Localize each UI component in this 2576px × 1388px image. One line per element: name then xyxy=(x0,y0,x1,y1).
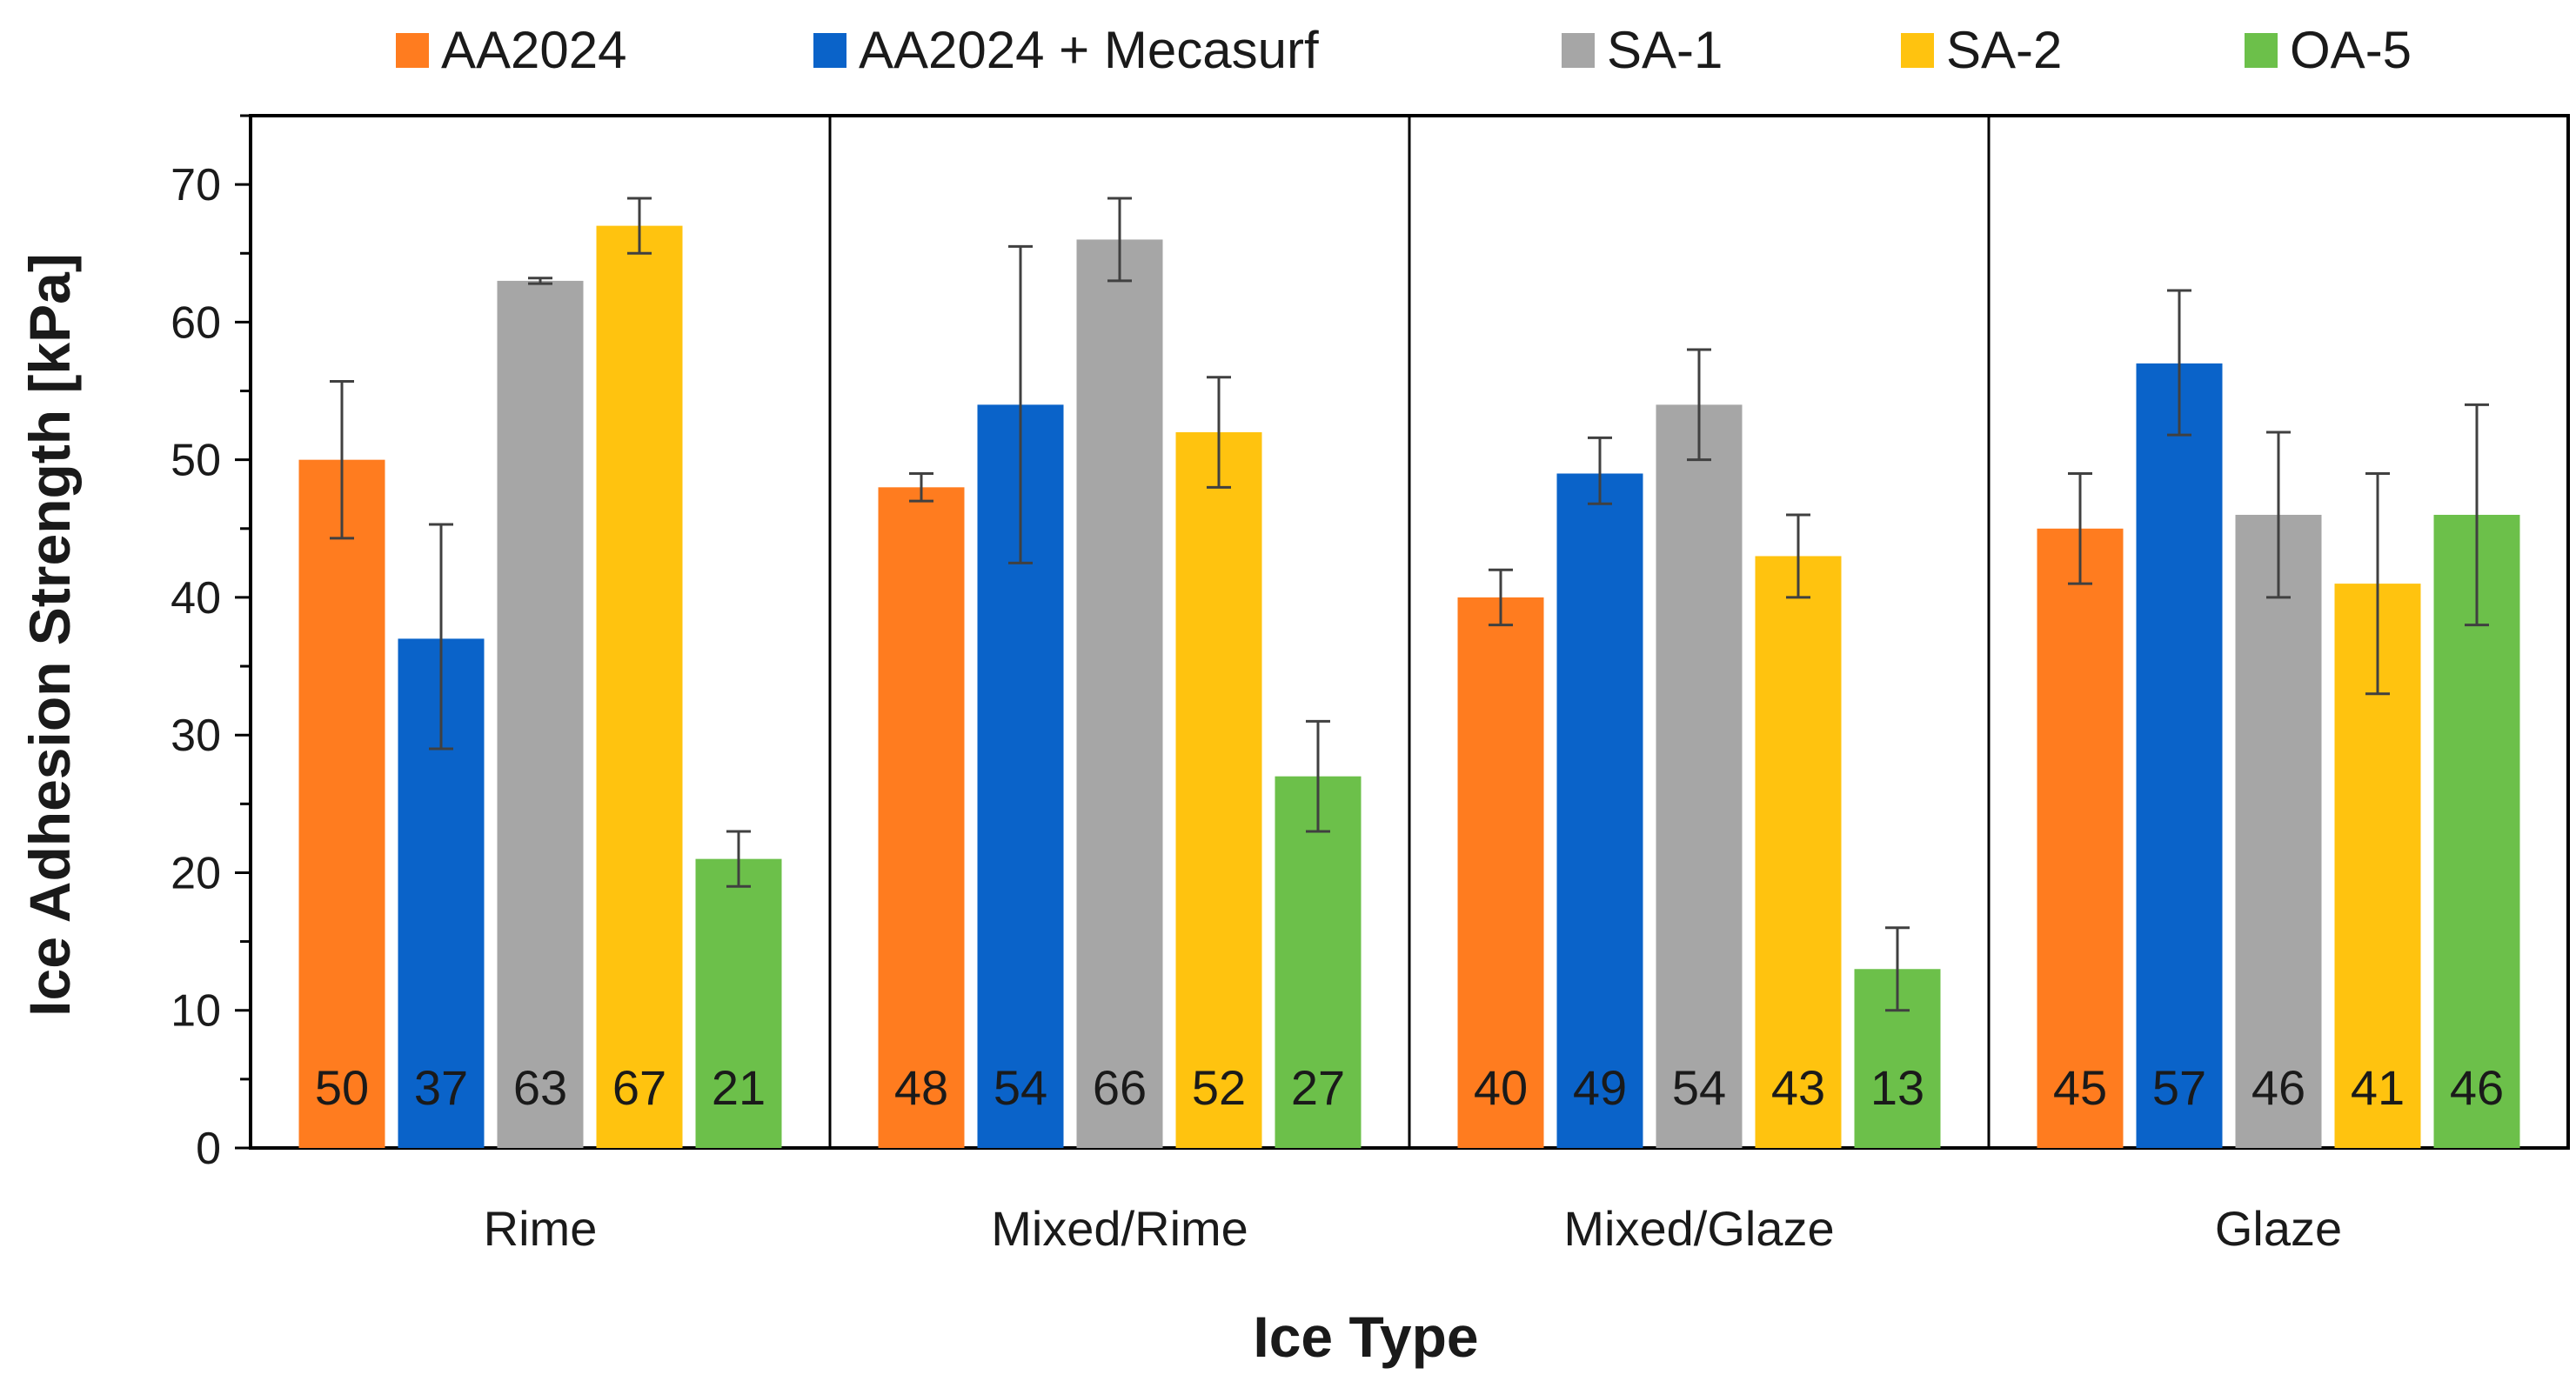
x-category-label: Mixed/Rime xyxy=(991,1201,1248,1256)
bar-value-label: 50 xyxy=(315,1060,369,1115)
x-category-label: Glaze xyxy=(2215,1201,2342,1256)
bar-value-label: 45 xyxy=(2053,1060,2107,1115)
bar xyxy=(596,225,683,1149)
legend-label: OA-5 xyxy=(2290,21,2412,79)
bar-value-label: 48 xyxy=(894,1060,948,1115)
bar-value-label: 57 xyxy=(2152,1060,2206,1115)
axes: 0 10 20 30 40 50 60 70 xyxy=(171,114,2570,1174)
bar-value-label: 13 xyxy=(1870,1060,1924,1115)
legend-swatch xyxy=(2245,33,2278,68)
legend-label: AA2024 + Mecasurf xyxy=(859,21,1319,79)
bar xyxy=(1656,404,1743,1148)
bar xyxy=(497,280,584,1148)
legend: AA2024 AA2024 + Mecasurf SA-1 SA-2 OA-5 xyxy=(396,21,2412,79)
legend-label: SA-2 xyxy=(1946,21,2062,79)
legend-label: SA-1 xyxy=(1607,21,1723,79)
legend-swatch xyxy=(1901,33,1934,68)
error-bars xyxy=(330,197,2489,1012)
y-tick-label: 50 xyxy=(171,436,221,486)
legend-swatch xyxy=(396,33,429,68)
bar-value-label: 63 xyxy=(513,1060,567,1115)
bar xyxy=(1755,556,1842,1148)
legend-item: OA-5 xyxy=(2245,21,2412,79)
bar-value-label: 40 xyxy=(1474,1060,1528,1115)
legend-item: AA2024 xyxy=(396,21,627,79)
legend-item: AA2024 + Mecasurf xyxy=(813,21,1319,79)
legend-label: AA2024 xyxy=(441,21,627,79)
bar-value-label: 46 xyxy=(2251,1060,2305,1115)
x-axis-title: Ice Type xyxy=(1253,1305,1478,1369)
y-tick-label: 0 xyxy=(196,1124,221,1174)
bar-value-label: 46 xyxy=(2450,1060,2504,1115)
y-axis-title: Ice Adhesion Strength [kPa] xyxy=(17,253,82,1017)
y-tick-label: 60 xyxy=(171,297,221,348)
x-category-label: Rime xyxy=(484,1201,598,1256)
x-category-label: Mixed/Glaze xyxy=(1563,1201,1834,1256)
bar-value-label: 49 xyxy=(1573,1060,1627,1115)
bar-value-label: 43 xyxy=(1771,1060,1825,1115)
legend-item: SA-1 xyxy=(1562,21,1723,79)
bar xyxy=(1556,473,1643,1148)
bars xyxy=(298,225,2520,1149)
bar-value-label: 54 xyxy=(994,1060,1047,1115)
bar xyxy=(1175,432,1262,1149)
legend-item: SA-2 xyxy=(1901,21,2062,79)
bar-value-label: 54 xyxy=(1672,1060,1726,1115)
bar xyxy=(1457,597,1544,1148)
bar-value-label: 52 xyxy=(1192,1060,1246,1115)
y-tick-label: 10 xyxy=(171,986,221,1037)
bar xyxy=(298,459,385,1148)
bar-value-label: 67 xyxy=(612,1060,666,1115)
bar xyxy=(1076,239,1163,1149)
bar xyxy=(1275,776,1362,1148)
bar-value-label: 41 xyxy=(2351,1060,2405,1115)
y-tick-label: 20 xyxy=(171,848,221,898)
y-tick-label: 70 xyxy=(171,160,221,210)
bar-value-label: 27 xyxy=(1291,1060,1345,1115)
bar xyxy=(2235,514,2322,1148)
bar-value-label: 66 xyxy=(1093,1060,1147,1115)
bar xyxy=(878,487,965,1148)
y-tick-label: 40 xyxy=(171,573,221,624)
bar-value-label: 21 xyxy=(712,1060,766,1115)
value-labels: 50 37 63 67 21 48 54 66 52 27 40 49 54 43 13 45 57 46 41 46 xyxy=(315,1060,2504,1115)
legend-swatch xyxy=(813,33,846,68)
bar xyxy=(695,858,782,1148)
bar xyxy=(2136,363,2223,1148)
bar xyxy=(2037,528,2124,1148)
category-labels: Rime Mixed/Rime Mixed/Glaze Glaze xyxy=(484,1201,2342,1256)
y-tick-label: 30 xyxy=(171,711,221,761)
legend-swatch xyxy=(1562,33,1595,68)
bar-value-label: 37 xyxy=(414,1060,468,1115)
